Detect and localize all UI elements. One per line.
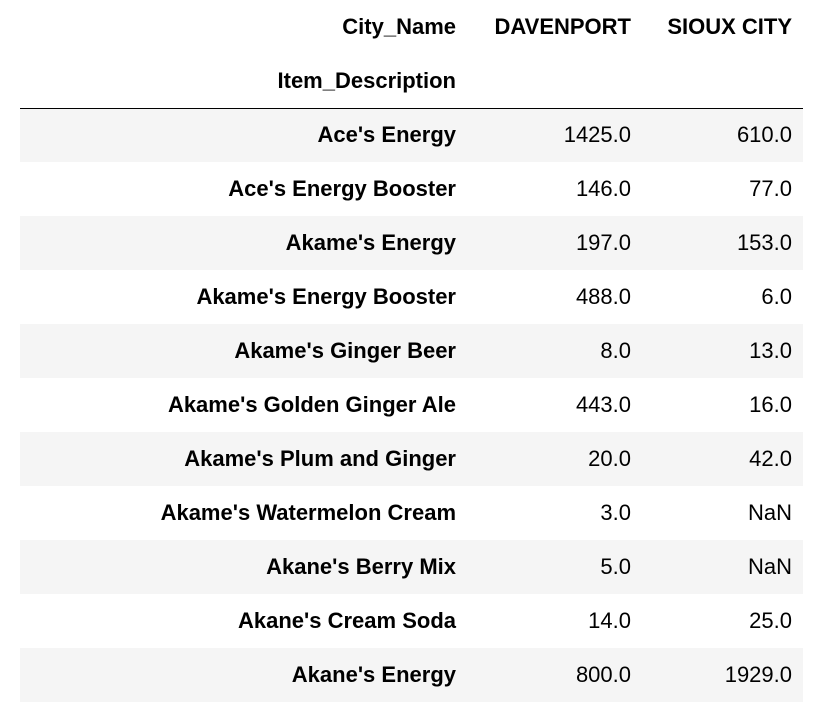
cell-davenport: 800.0 [575,662,631,687]
index-header-row: Item_Description [20,54,803,108]
dataframe-output: City_Name DAVENPORT SIOUX CITY Item_Desc… [20,0,803,702]
table-row: Ace's Energy Booster 146.0 77.0 [20,162,803,216]
table-row: Akame's Golden Ginger Ale 443.0 16.0 [20,378,803,432]
table-header: City_Name DAVENPORT SIOUX CITY Item_Desc… [20,0,803,108]
cell-davenport: 488.0 [575,284,631,309]
row-index-label: Akame's Energy Booster [196,284,456,309]
index-header-empty-cell [642,54,803,108]
table-row: Akame's Watermelon Cream 3.0 NaN [20,486,803,540]
table-row: Akane's Cream Soda 14.0 25.0 [20,594,803,648]
cell-davenport: 443.0 [575,392,631,417]
columns-header-row: City_Name DAVENPORT SIOUX CITY [20,0,803,54]
table-row: Akame's Plum and Ginger 20.0 42.0 [20,432,803,486]
cell-sioux-city: 6.0 [761,284,792,309]
table-row: Akane's Energy 800.0 1929.0 [20,648,803,702]
columns-name-label: City_Name [342,14,456,39]
row-index-label: Akame's Watermelon Cream [160,500,456,525]
cell-sioux-city: 25.0 [749,608,792,633]
cell-sioux-city: 42.0 [749,446,792,471]
cell-sioux-city: 13.0 [749,338,792,363]
cell-sioux-city: NaN [747,500,792,525]
dataframe-table: City_Name DAVENPORT SIOUX CITY Item_Desc… [20,0,803,702]
row-index-label: Akane's Berry Mix [266,554,456,579]
cell-davenport: 3.0 [600,500,631,525]
row-index-label: Akame's Golden Ginger Ale [167,392,456,417]
cell-davenport: 1425.0 [563,122,631,148]
row-index-label: Akame's Energy [285,230,456,255]
table-row: Akame's Ginger Beer 8.0 13.0 [20,324,803,378]
cell-davenport: 8.0 [600,338,631,363]
row-index-label: Akame's Ginger Beer [234,338,456,363]
table-row: Akame's Energy 197.0 153.0 [20,216,803,270]
row-index-label: Akane's Cream Soda [238,608,456,633]
cell-sioux-city: NaN [747,554,792,579]
cell-sioux-city: 153.0 [736,230,792,255]
cell-davenport: 14.0 [588,608,631,633]
table-body: Ace's Energy 1425.0 610.0 Ace's Energy Boos… [20,108,803,702]
row-index-label: Akame's Plum and Ginger [184,446,456,471]
cell-sioux-city: 1929.0 [724,662,792,687]
row-index-label: Ace's Energy [317,122,456,148]
table-row: Akane's Berry Mix 5.0 NaN [20,540,803,594]
cell-sioux-city: 610.0 [736,122,792,148]
cell-davenport: 5.0 [600,554,631,579]
row-index-label: Ace's Energy Booster [228,176,456,201]
row-index-label: Akane's Energy [291,662,456,687]
index-name-label: Item_Description [277,67,457,93]
cell-sioux-city: 77.0 [749,176,792,201]
cell-sioux-city: 16.0 [749,392,792,417]
cell-davenport: 20.0 [588,446,631,471]
cell-davenport: 146.0 [575,176,631,201]
column-header-davenport: DAVENPORT [494,14,632,39]
column-header-sioux-city: SIOUX CITY [667,14,792,39]
table-row: Ace's Energy 1425.0 610.0 [20,108,803,162]
cell-davenport: 197.0 [575,230,631,255]
index-header-empty-cell [467,54,642,108]
table-row: Akame's Energy Booster 488.0 6.0 [20,270,803,324]
